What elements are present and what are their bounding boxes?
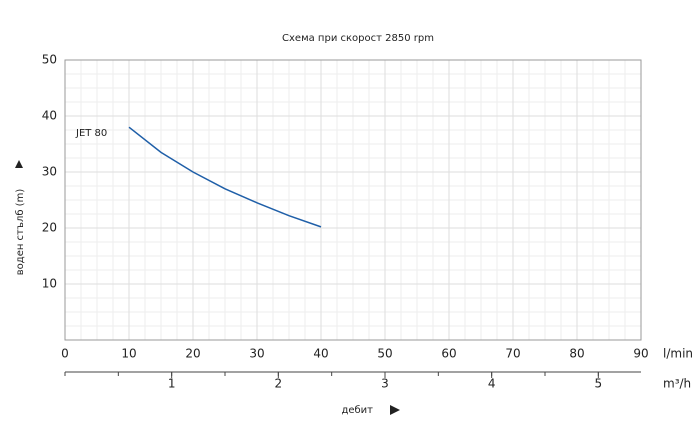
x2-axis-label: m³/h	[663, 377, 691, 391]
x-tick-label: 0	[61, 347, 69, 361]
x2-tick-label: 4	[488, 377, 496, 391]
x-axis-label: l/min	[663, 347, 693, 361]
x-tick-label: 30	[249, 347, 264, 361]
x-tick-label: 80	[569, 347, 584, 361]
chart-title: Схема при скорост 2850 rpm	[282, 33, 434, 44]
plot-frame	[64, 59, 642, 341]
x-title: дебит	[341, 405, 373, 416]
y-axis-label: воден стълб (m)	[15, 189, 26, 276]
y-tick-label: 40	[42, 109, 57, 123]
x-tick-label: 40	[313, 347, 328, 361]
x-tick-label: 10	[121, 347, 136, 361]
series-line	[128, 126, 322, 228]
x2-tick-label: 3	[381, 377, 389, 391]
y-tick-label: 50	[42, 53, 57, 67]
x-tick-label: 70	[505, 347, 520, 361]
y-arrow	[15, 160, 23, 168]
x2-tick-label: 1	[168, 377, 176, 391]
x-arrow	[390, 405, 400, 415]
x2-tick-label: 5	[595, 377, 603, 391]
x-tick-label: 90	[633, 347, 648, 361]
series-label: JET 80	[75, 128, 107, 139]
x-tick-label: 20	[185, 347, 200, 361]
x2-tick-label: 2	[275, 377, 283, 391]
x-tick-label: 60	[441, 347, 456, 361]
y-tick-label: 20	[42, 221, 57, 235]
y-tick-label: 30	[42, 165, 57, 179]
x-tick-label: 50	[377, 347, 392, 361]
y-tick-label: 10	[42, 277, 57, 291]
